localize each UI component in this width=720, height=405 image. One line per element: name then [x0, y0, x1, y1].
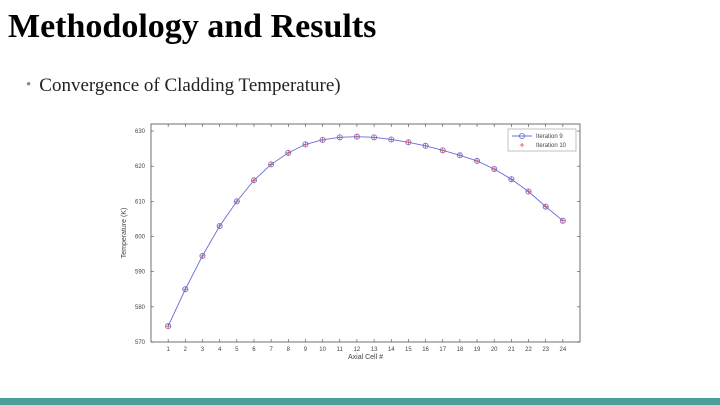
x-tick-label: 1: [166, 347, 170, 353]
x-tick-label: 7: [269, 347, 273, 353]
legend-marker-iteration-9: [518, 132, 525, 139]
data-point-iteration-9: [233, 198, 240, 205]
data-point-iteration-9: [336, 134, 343, 141]
data-point-iteration-9: [371, 134, 378, 141]
x-tick-label: 6: [252, 347, 256, 353]
x-tick-label: 21: [508, 347, 515, 353]
legend-label-iteration-10: Iteration 10: [536, 143, 567, 149]
x-tick-label: 18: [457, 347, 464, 353]
y-tick-label: 580: [135, 305, 146, 311]
x-tick-label: 22: [525, 347, 532, 353]
data-point-iteration-9: [439, 147, 446, 154]
data-point-iteration-9: [491, 166, 498, 173]
x-tick-label: 17: [439, 347, 446, 353]
data-point-iteration-9: [474, 157, 481, 164]
data-point-iteration-9: [456, 152, 463, 159]
x-tick-label: 20: [491, 347, 498, 353]
data-point-iteration-9: [319, 136, 326, 143]
x-tick-label: 9: [304, 347, 308, 353]
data-point-iteration-9: [422, 142, 429, 149]
legend-label-iteration-9: Iteration 9: [536, 134, 563, 140]
x-tick-label: 8: [287, 347, 291, 353]
footer-accent-bar: [0, 398, 720, 405]
legend-box: [507, 128, 577, 152]
bullet-text: Convergence of Cladding Temperature): [39, 75, 341, 96]
data-point-iteration-9: [199, 252, 206, 259]
y-axis-label: Temperature (K): [121, 208, 128, 259]
data-point-iteration-9: [302, 141, 309, 148]
x-tick-label: 10: [319, 347, 326, 353]
x-tick-label: 14: [388, 347, 395, 353]
data-point-iteration-9: [250, 177, 257, 184]
bullet-dot-icon: •: [26, 77, 32, 93]
data-point-iteration-9: [508, 176, 515, 183]
x-tick-label: 2: [184, 347, 188, 353]
x-tick-label: 15: [405, 347, 412, 353]
data-point-iteration-9: [388, 136, 395, 143]
x-tick-label: 4: [218, 347, 222, 353]
data-point-iteration-9: [165, 323, 172, 330]
x-tick-label: 12: [354, 347, 361, 353]
x-tick-label: 24: [559, 347, 566, 353]
chart-container: 1 2 3 4 5 6 7 8 9 10 11 12 13 14 15 16 17 18 19 20 21 22 23 24 5…: [110, 120, 590, 365]
x-tick-label: 11: [337, 347, 344, 353]
data-point-iteration-9: [353, 133, 360, 140]
data-point-iteration-9: [182, 286, 189, 293]
x-tick-label: 16: [422, 347, 429, 353]
convergence-chart: 1 2 3 4 5 6 7 8 9 10 11 12 13 14 15 16 17 18 19 20 21 22 23 245…: [121, 123, 581, 361]
data-point-iteration-9: [216, 222, 223, 229]
data-point-iteration-9: [285, 149, 292, 156]
data-point-iteration-9: [405, 139, 412, 146]
plot-frame: [150, 123, 581, 343]
y-tick-label: 620: [135, 164, 146, 170]
x-tick-label: 3: [201, 347, 205, 353]
y-tick-label: 600: [135, 235, 146, 241]
x-axis-label: Axial Cell #: [348, 354, 383, 361]
data-point-iteration-9: [559, 217, 566, 224]
y-tick-label: 610: [135, 199, 146, 205]
series-line-iteration-9: [167, 136, 564, 327]
slide-title: Methodology and Results: [8, 8, 377, 45]
y-tick-label: 590: [135, 270, 146, 276]
y-tick-label: 570: [135, 340, 146, 346]
y-tick-label: 630: [135, 129, 146, 135]
x-tick-label: 5: [235, 347, 239, 353]
data-point-iteration-9: [542, 203, 549, 210]
bullet-item: • Convergence of Cladding Temperature): [26, 75, 341, 97]
x-tick-label: 13: [371, 347, 378, 353]
data-point-iteration-9: [525, 188, 532, 195]
x-tick-label: 19: [474, 347, 481, 353]
data-point-iteration-9: [268, 161, 275, 168]
x-tick-label: 23: [542, 347, 549, 353]
